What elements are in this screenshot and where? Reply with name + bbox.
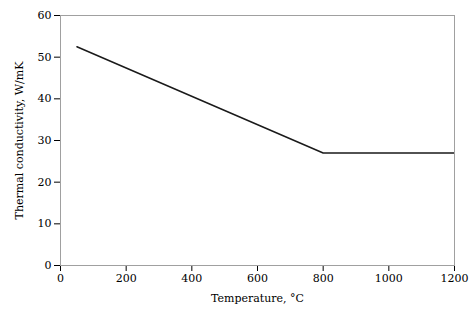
svg-text:1000: 1000: [375, 272, 403, 285]
svg-text:40: 40: [38, 92, 52, 105]
svg-text:20: 20: [38, 176, 52, 189]
svg-text:800: 800: [313, 272, 334, 285]
svg-text:600: 600: [247, 272, 268, 285]
svg-text:Thermal conductivity, W/mK: Thermal conductivity, W/mK: [13, 61, 26, 220]
svg-text:400: 400: [181, 272, 202, 285]
svg-text:0: 0: [57, 272, 64, 285]
svg-text:Temperature, °C: Temperature, °C: [211, 292, 304, 305]
svg-text:60: 60: [38, 9, 52, 22]
svg-text:10: 10: [38, 217, 52, 230]
svg-text:200: 200: [116, 272, 137, 285]
svg-text:1200: 1200: [441, 272, 469, 285]
svg-text:30: 30: [38, 134, 52, 147]
svg-text:50: 50: [38, 51, 52, 64]
svg-text:0: 0: [45, 259, 52, 272]
